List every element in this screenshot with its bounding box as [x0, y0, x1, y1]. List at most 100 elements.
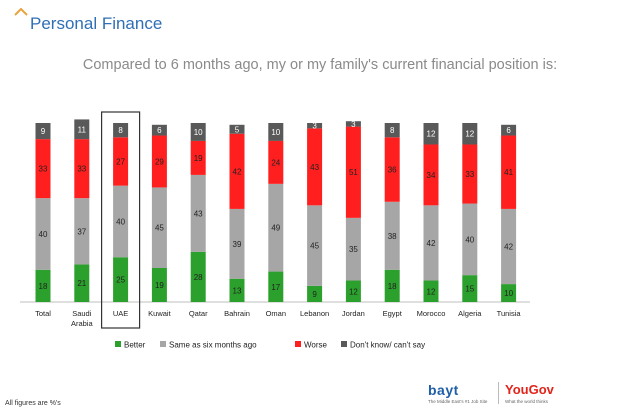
bar-same-as-six-months-ago-uae: [113, 185, 129, 258]
logo-area: bayt The Middle East's #1 Job Site YouGo…: [420, 378, 630, 408]
tick-label-saudi-arabia-line2: Arabia: [71, 319, 94, 328]
data-label-worse-total: 33: [39, 165, 48, 174]
bar-don-t-know-can-t-say-oman: [268, 123, 284, 141]
legend-label-don-t-know-can-t-say: Don't know/ can't say: [350, 341, 425, 350]
bar-worse-total: [35, 139, 51, 199]
data-label-worse-tunisia: 41: [504, 168, 513, 177]
data-label-worse-jordan: 51: [349, 168, 358, 177]
logo-divider: [498, 382, 499, 404]
bar-better-uae: [113, 257, 129, 302]
bar-worse-uae: [113, 137, 129, 186]
data-label-same-as-six-months-ago-jordan: 35: [349, 245, 358, 254]
chart-title: Compared to 6 months ago, my or my famil…: [82, 57, 558, 73]
legend-swatch-better: [115, 341, 121, 347]
bar-worse-algeria: [462, 144, 478, 204]
bar-same-as-six-months-ago-saudi-arabia: [74, 198, 90, 265]
bar-better-jordan: [345, 280, 361, 302]
data-label-worse-saudi-arabia: 33: [77, 165, 86, 174]
data-label-better-lebanon: 9: [312, 290, 317, 299]
data-label-don-t-know-can-t-say-algeria: 12: [465, 130, 474, 139]
tick-label-kuwait: Kuwait: [148, 309, 171, 318]
bar-same-as-six-months-ago-algeria: [462, 203, 478, 276]
data-label-don-t-know-can-t-say-uae: 8: [118, 126, 123, 135]
data-label-don-t-know-can-t-say-qatar: 10: [194, 128, 203, 137]
bar-worse-kuwait: [151, 135, 167, 188]
data-label-better-oman: 17: [271, 283, 280, 292]
bar-worse-lebanon: [307, 128, 323, 206]
bar-better-total: [35, 269, 51, 302]
legend-label-better: Better: [124, 341, 146, 350]
data-label-worse-kuwait: 29: [155, 157, 164, 166]
bar-better-tunisia: [501, 284, 517, 302]
bar-same-as-six-months-ago-oman: [268, 183, 284, 272]
data-label-better-jordan: 12: [349, 287, 358, 296]
bar-don-t-know-can-t-say-qatar: [190, 123, 206, 141]
data-label-same-as-six-months-ago-morocco: 42: [427, 239, 436, 248]
legend-swatch-don-t-know-can-t-say: [341, 341, 347, 347]
data-label-don-t-know-can-t-say-oman: 10: [271, 128, 280, 137]
bar-better-saudi-arabia: [74, 264, 90, 302]
bar-don-t-know-can-t-say-saudi-arabia: [74, 119, 90, 140]
data-label-same-as-six-months-ago-oman: 49: [271, 224, 280, 233]
tick-label-morocco: Morocco: [417, 309, 446, 318]
data-label-better-bahrain: 13: [233, 286, 242, 295]
bar-same-as-six-months-ago-egypt: [384, 201, 400, 270]
data-label-same-as-six-months-ago-lebanon: 45: [310, 242, 319, 251]
data-label-same-as-six-months-ago-algeria: 40: [465, 235, 474, 244]
data-label-don-t-know-can-t-say-kuwait: 6: [157, 126, 162, 135]
bar-don-t-know-can-t-say-lebanon: [307, 123, 323, 129]
bar-same-as-six-months-ago-qatar: [190, 174, 206, 252]
bar-better-bahrain: [229, 278, 245, 302]
tick-label-tunisia: Tunisia: [497, 309, 522, 318]
bar-worse-qatar: [190, 140, 206, 175]
data-label-same-as-six-months-ago-saudi-arabia: 37: [77, 227, 86, 236]
bar-same-as-six-months-ago-tunisia: [501, 208, 517, 285]
data-label-don-t-know-can-t-say-lebanon: 3: [312, 122, 317, 131]
data-label-better-qatar: 28: [194, 273, 203, 282]
bar-worse-tunisia: [501, 135, 517, 209]
data-label-worse-oman: 24: [271, 158, 280, 167]
bar-don-t-know-can-t-say-uae: [113, 123, 129, 138]
legend-swatch-same-as-six-months-ago: [160, 341, 166, 347]
yougov-tagline: What the world thinks: [505, 399, 549, 404]
tick-label-bahrain: Bahrain: [224, 309, 250, 318]
bar-better-oman: [268, 271, 284, 302]
data-label-same-as-six-months-ago-bahrain: 39: [233, 240, 242, 249]
bar-don-t-know-can-t-say-bahrain: [229, 124, 245, 134]
data-label-worse-uae: 27: [116, 157, 125, 166]
tick-label-lebanon: Lebanon: [300, 309, 329, 318]
bar-don-t-know-can-t-say-tunisia: [501, 124, 517, 136]
data-label-worse-egypt: 36: [388, 166, 397, 175]
data-label-worse-qatar: 19: [194, 154, 203, 163]
data-label-better-kuwait: 19: [155, 281, 164, 290]
data-label-better-morocco: 12: [427, 287, 436, 296]
bar-worse-oman: [268, 140, 284, 184]
bar-better-morocco: [423, 280, 439, 302]
bayt-logo: bayt: [428, 382, 459, 398]
tick-label-algeria: Algeria: [458, 309, 482, 318]
bar-don-t-know-can-t-say-jordan: [345, 121, 361, 127]
data-label-don-t-know-can-t-say-egypt: 8: [390, 126, 395, 135]
bar-don-t-know-can-t-say-total: [35, 123, 51, 140]
bar-better-kuwait: [151, 267, 167, 302]
tick-label-qatar: Qatar: [189, 309, 208, 318]
bar-don-t-know-can-t-say-egypt: [384, 123, 400, 138]
legend-label-worse: Worse: [304, 341, 328, 350]
data-label-don-t-know-can-t-say-jordan: 3: [351, 120, 356, 129]
data-label-better-saudi-arabia: 21: [77, 279, 86, 288]
data-label-better-algeria: 15: [465, 285, 474, 294]
data-label-don-t-know-can-t-say-morocco: 12: [427, 130, 436, 139]
data-label-same-as-six-months-ago-uae: 40: [116, 217, 125, 226]
bar-worse-egypt: [384, 137, 400, 202]
legend-label-same-as-six-months-ago: Same as six months ago: [169, 341, 257, 350]
data-label-worse-morocco: 34: [427, 171, 436, 180]
bar-same-as-six-months-ago-morocco: [423, 205, 439, 281]
bar-worse-morocco: [423, 144, 439, 206]
caret-up-icon: [14, 8, 28, 16]
data-label-don-t-know-can-t-say-bahrain: 5: [235, 125, 240, 134]
bar-same-as-six-months-ago-total: [35, 198, 51, 270]
data-label-same-as-six-months-ago-qatar: 43: [194, 209, 203, 218]
bar-worse-bahrain: [229, 133, 245, 209]
data-label-better-egypt: 18: [388, 282, 397, 291]
tick-label-oman: Oman: [266, 309, 286, 318]
